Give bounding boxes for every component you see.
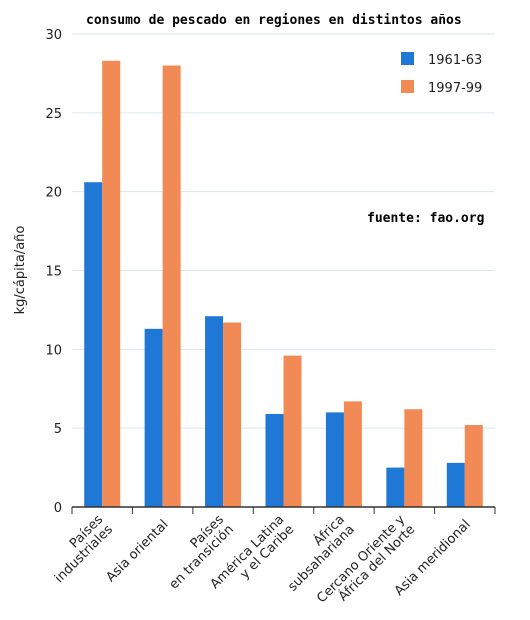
gridlines (72, 33, 495, 429)
chart-title: consumo de pescado en regiones en distin… (86, 13, 462, 28)
legend: 1961-63 1997-99 (401, 52, 482, 96)
y-tick-label: 20 (45, 186, 62, 201)
legend-swatch (401, 52, 414, 65)
legend-label: 1961-63 (428, 53, 482, 68)
x-category-label-line: Asia oriental (103, 517, 171, 585)
bar-1961-63-6 (446, 462, 465, 507)
y-tick-label: 15 (45, 265, 62, 280)
bar-1961-63-0 (84, 182, 103, 507)
bar-1997-99-2 (223, 322, 242, 507)
source-annotation: fuente: fao.org (367, 211, 484, 226)
y-tick-label: 30 (45, 28, 62, 43)
bar-1961-63-4 (325, 412, 344, 507)
bar-1997-99-6 (464, 425, 483, 507)
y-axis-label: kg/cápita/año (13, 226, 28, 315)
y-tick-label: 5 (54, 422, 62, 437)
bar-1961-63-3 (265, 413, 284, 507)
y-tick-label: 25 (45, 107, 62, 122)
legend-swatch (401, 80, 414, 93)
bars (84, 60, 483, 508)
legend-label: 1997-99 (428, 81, 482, 96)
x-category-label: Asia oriental (103, 517, 171, 585)
x-axis (71, 506, 496, 514)
bar-1997-99-4 (343, 401, 362, 507)
bar-1961-63-1 (144, 328, 163, 507)
bar-1997-99-5 (404, 409, 423, 507)
bar-1961-63-2 (205, 316, 224, 507)
y-tick-label: 10 (45, 343, 62, 358)
bar-1997-99-1 (162, 65, 181, 508)
bar-1961-63-5 (386, 467, 405, 507)
y-tick-label: 0 (54, 501, 62, 516)
y-axis-ticks: 0 5 10 15 20 25 30 (45, 28, 62, 516)
bar-1997-99-0 (102, 60, 121, 507)
bar-1997-99-3 (283, 355, 302, 507)
